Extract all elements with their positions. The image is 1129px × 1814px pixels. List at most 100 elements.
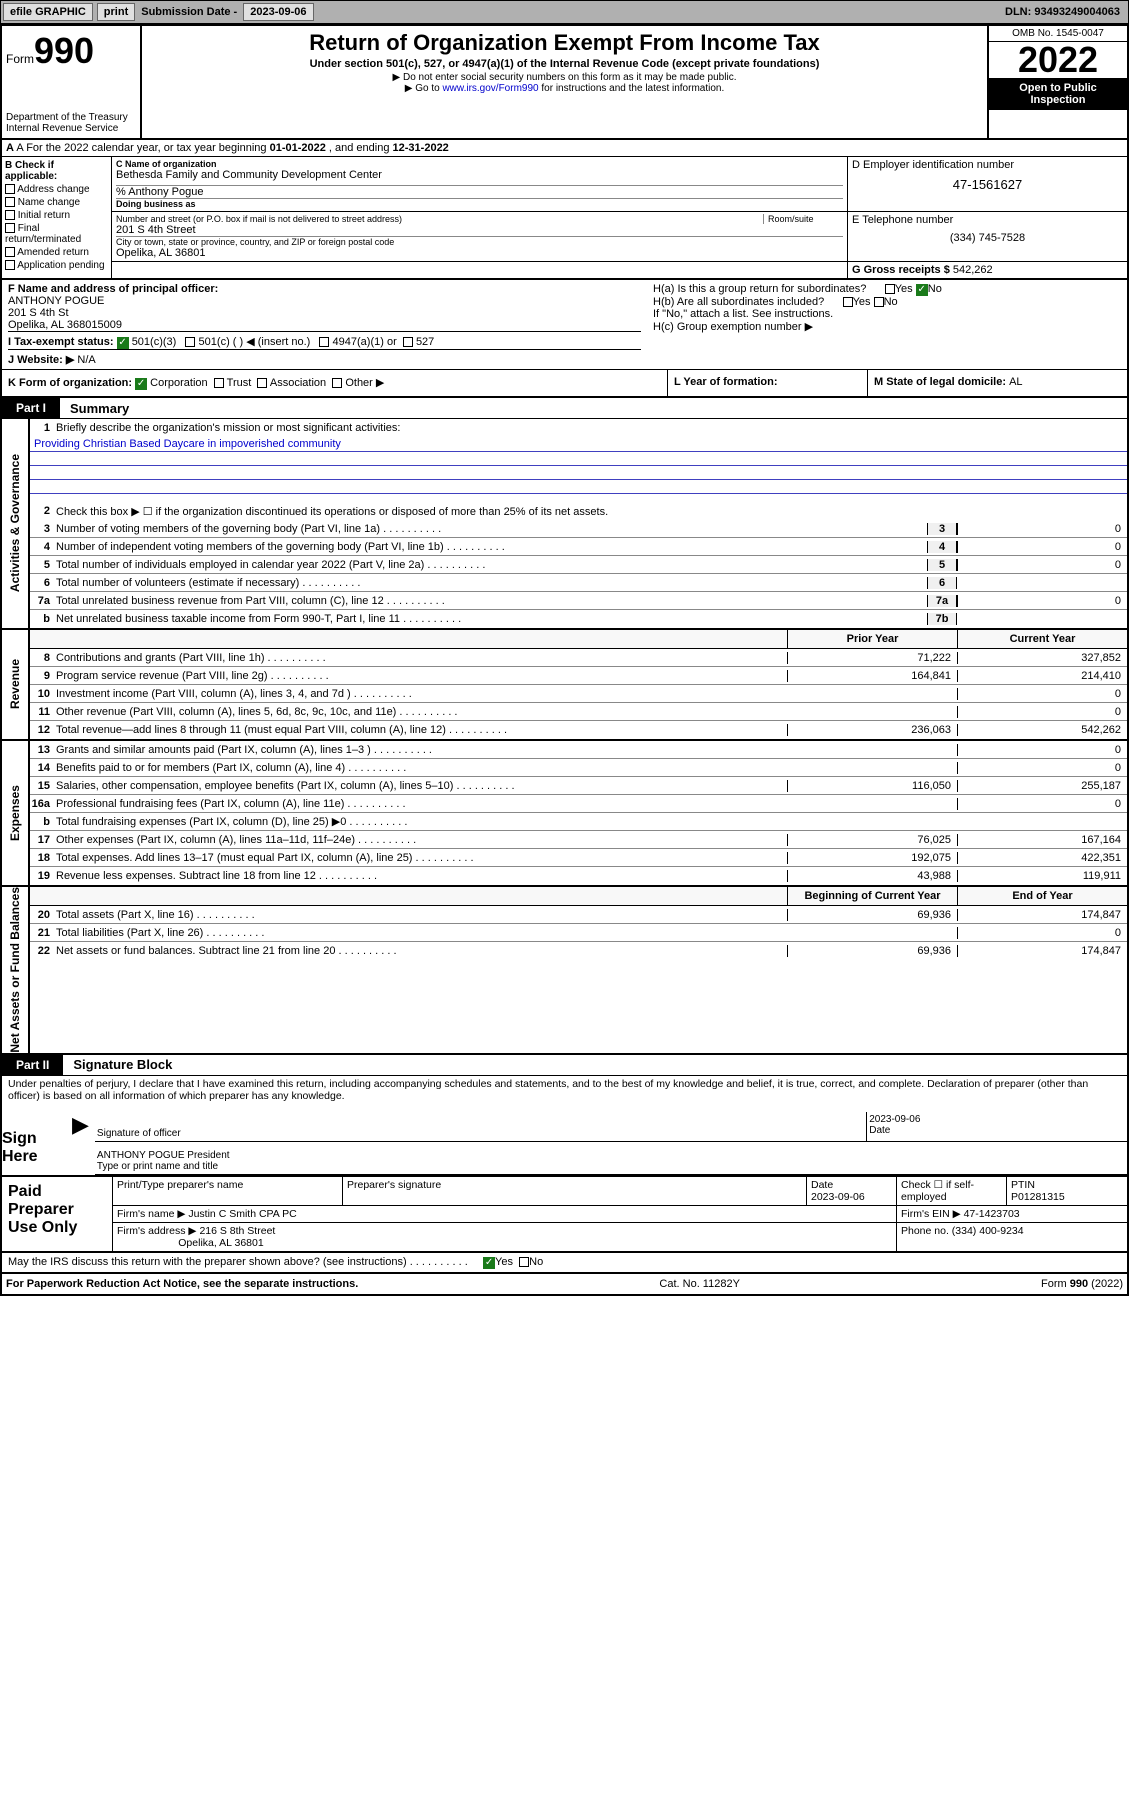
city-state-zip: Opelika, AL 36801 xyxy=(116,247,843,259)
chk-527[interactable] xyxy=(403,337,413,347)
line-15: Salaries, other compensation, employee b… xyxy=(56,778,787,794)
py-9: 164,841 xyxy=(787,670,957,682)
cy-10: 0 xyxy=(957,688,1127,700)
m-domicile: M State of legal domicile: AL xyxy=(867,370,1127,396)
py-19: 43,988 xyxy=(787,870,957,882)
h-a: H(a) Is this a group return for subordin… xyxy=(653,283,1121,296)
hdr-end: End of Year xyxy=(957,887,1127,905)
firm-addr2: Opelika, AL 36801 xyxy=(178,1237,263,1249)
arrow-icon: ▶ xyxy=(72,1112,95,1175)
org-name: Bethesda Family and Community Developmen… xyxy=(116,169,843,181)
line-4: Number of independent voting members of … xyxy=(56,539,927,555)
prep-date-lbl: Date xyxy=(811,1179,892,1191)
line-18: Total expenses. Add lines 13–17 (must eq… xyxy=(56,850,787,866)
efile-button[interactable]: efile GRAPHIC xyxy=(3,3,93,21)
chk-assoc[interactable] xyxy=(257,378,267,388)
print-button[interactable]: print xyxy=(97,3,135,21)
val-4: 0 xyxy=(957,541,1127,553)
firm-ein: 47-1423703 xyxy=(964,1208,1020,1220)
irs-label: Internal Revenue Service xyxy=(6,123,136,134)
chk-corp[interactable]: ✓ xyxy=(135,378,147,390)
form-number: Form990 xyxy=(6,30,136,72)
val-7a: 0 xyxy=(957,595,1127,607)
chk-501c3[interactable]: ✓ xyxy=(117,337,129,349)
chk-app-pending[interactable] xyxy=(5,260,15,270)
chk-initial-return[interactable] xyxy=(5,210,15,220)
vlabel-revenue: Revenue xyxy=(2,630,30,739)
hdr-current-year: Current Year xyxy=(957,630,1127,648)
h-note: If "No," attach a list. See instructions… xyxy=(653,308,1121,320)
care-of: % Anthony Pogue xyxy=(116,185,843,198)
cy-13: 0 xyxy=(957,744,1127,756)
chk-other[interactable] xyxy=(332,378,342,388)
firm-ein-lbl: Firm's EIN ▶ xyxy=(901,1208,961,1220)
subtitle-1: Under section 501(c), 527, or 4947(a)(1)… xyxy=(146,58,983,70)
form990-link[interactable]: www.irs.gov/Form990 xyxy=(442,83,538,94)
py-17: 76,025 xyxy=(787,834,957,846)
preparer-sig-hdr: Preparer's signature xyxy=(343,1177,807,1205)
submission-date: 2023-09-06 xyxy=(243,3,313,21)
line-21: Total liabilities (Part X, line 26) xyxy=(56,925,787,941)
cy-9: 214,410 xyxy=(957,670,1127,682)
chk-ha-yes[interactable] xyxy=(885,284,895,294)
line-12: Total revenue—add lines 8 through 11 (mu… xyxy=(56,722,787,738)
chk-address-change[interactable] xyxy=(5,184,15,194)
subtitle-3: ▶ Go to www.irs.gov/Form990 for instruct… xyxy=(146,83,983,94)
subtitle-2: ▶ Do not enter social security numbers o… xyxy=(146,72,983,83)
part-1-title: Summary xyxy=(70,401,129,416)
line-3: Number of voting members of the governin… xyxy=(56,521,927,537)
py-12: 236,063 xyxy=(787,724,957,736)
dept-treasury: Department of the Treasury xyxy=(6,112,136,123)
dba-label: Doing business as xyxy=(116,198,843,209)
officer-name: ANTHONY POGUE xyxy=(8,295,641,307)
chk-hb-no[interactable] xyxy=(874,297,884,307)
phone: (334) 745-7528 xyxy=(852,232,1123,244)
street-address: 201 S 4th Street xyxy=(116,224,843,236)
chk-501c[interactable] xyxy=(185,337,195,347)
firm-name-lbl: Firm's name ▶ xyxy=(117,1208,185,1220)
val-3: 0 xyxy=(957,523,1127,535)
cy-15: 255,187 xyxy=(957,780,1127,792)
vlabel-expenses: Expenses xyxy=(2,741,30,885)
cat-no: Cat. No. 11282Y xyxy=(659,1278,740,1290)
chk-4947[interactable] xyxy=(319,337,329,347)
line-20: Total assets (Part X, line 16) xyxy=(56,907,787,923)
cy-14: 0 xyxy=(957,762,1127,774)
k-form-org: K Form of organization: ✓ Corporation Tr… xyxy=(2,370,667,396)
cy-11: 0 xyxy=(957,706,1127,718)
chk-name-change[interactable] xyxy=(5,197,15,207)
h-c: H(c) Group exemption number ▶ xyxy=(653,320,1121,333)
cy-19: 119,911 xyxy=(957,870,1127,882)
discuss-question: May the IRS discuss this return with the… xyxy=(8,1256,468,1268)
addr-label: Number and street (or P.O. box if mail i… xyxy=(116,214,763,224)
chk-final-return[interactable] xyxy=(5,223,15,233)
chk-ha-no[interactable]: ✓ xyxy=(916,284,928,296)
line-9: Program service revenue (Part VIII, line… xyxy=(56,668,787,684)
chk-trust[interactable] xyxy=(214,378,224,388)
line-13: Grants and similar amounts paid (Part IX… xyxy=(56,742,787,758)
part-1-tab: Part I xyxy=(2,398,60,418)
line-5: Total number of individuals employed in … xyxy=(56,557,927,573)
self-employed: Check ☐ if self-employed xyxy=(897,1177,1007,1205)
dln: DLN: 93493249004063 xyxy=(1005,6,1128,18)
line-1: Briefly describe the organization's miss… xyxy=(56,420,1127,436)
chk-discuss-no[interactable] xyxy=(519,1257,529,1267)
line-16a: Professional fundraising fees (Part IX, … xyxy=(56,796,787,812)
city-label: City or town, state or province, country… xyxy=(116,236,843,247)
cy-12: 542,262 xyxy=(957,724,1127,736)
ptin: P01281315 xyxy=(1011,1191,1123,1203)
firm-phone: (334) 400-9234 xyxy=(952,1225,1024,1237)
firm-addr-lbl: Firm's address ▶ xyxy=(117,1225,197,1237)
sign-here-label: Sign Here xyxy=(2,1112,72,1175)
tax-year: 2022 xyxy=(989,42,1127,78)
chk-hb-yes[interactable] xyxy=(843,297,853,307)
mission-text[interactable]: Providing Christian Based Daycare in imp… xyxy=(34,438,341,450)
line-7b: Net unrelated business taxable income fr… xyxy=(56,611,927,627)
col-b-checkboxes: B Check if applicable: Address change Na… xyxy=(2,157,112,278)
i-label: I Tax-exempt status: xyxy=(8,336,114,348)
cy-22: 174,847 xyxy=(957,945,1127,957)
h-b: H(b) Are all subordinates included? Yes … xyxy=(653,296,1121,308)
chk-discuss-yes[interactable]: ✓ xyxy=(483,1257,495,1269)
chk-amended[interactable] xyxy=(5,247,15,257)
line-2: Check this box ▶ ☐ if the organization d… xyxy=(56,503,1127,520)
